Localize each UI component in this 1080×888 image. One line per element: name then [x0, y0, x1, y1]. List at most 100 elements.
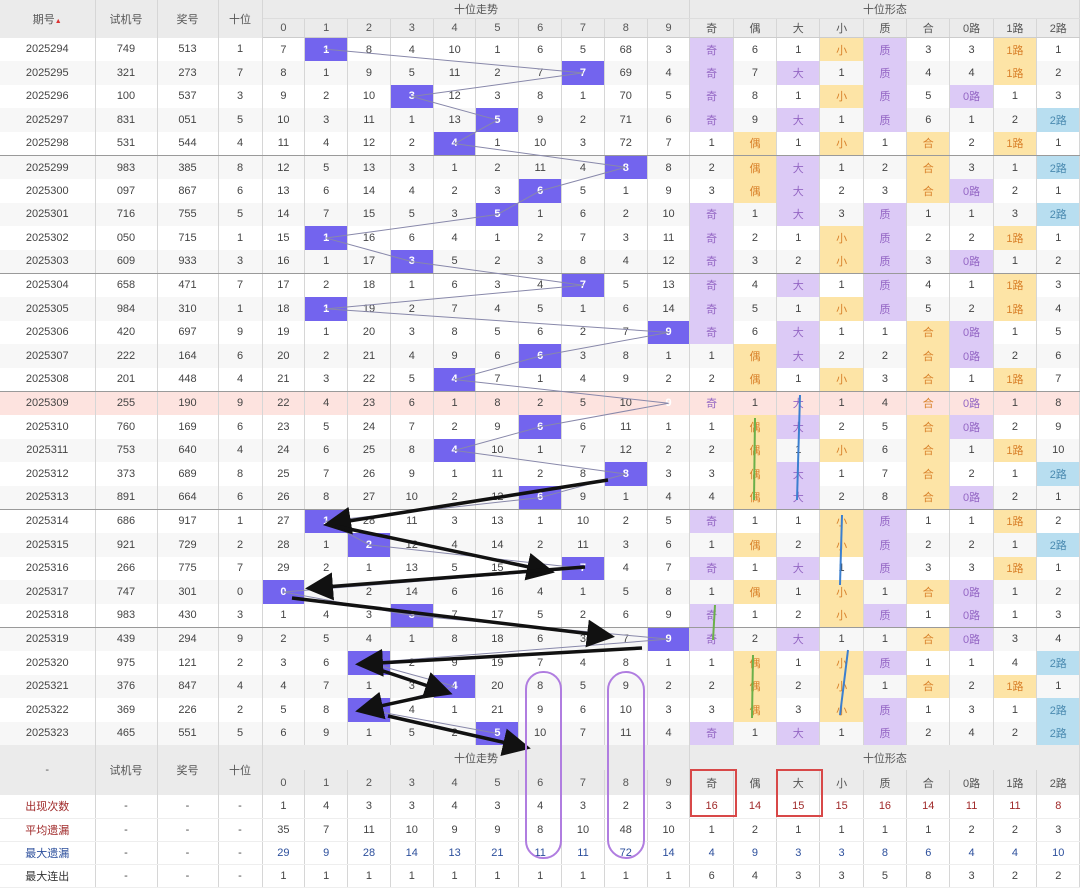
- trend-miss-cell: 10: [604, 698, 648, 722]
- issue-cell: 2025303: [0, 249, 96, 274]
- trend-miss-cell: 5: [390, 202, 434, 227]
- form-miss-cell: 1: [689, 415, 734, 439]
- trend-hit-cell: 9: [647, 627, 691, 651]
- form-miss-cell: 1: [776, 131, 821, 156]
- trend-miss-cell: 5: [390, 721, 434, 746]
- form-tag-cell: 奇: [689, 391, 734, 415]
- stat-form-value: 5: [863, 864, 908, 888]
- form-tag-cell: 大: [776, 462, 821, 486]
- form-miss-cell: 3: [993, 627, 1038, 651]
- stat-trend-value: 10: [647, 818, 691, 842]
- trend-miss-cell: 3: [390, 155, 434, 180]
- trend-miss-cell: 4: [390, 698, 434, 722]
- issue-cell: 2025300: [0, 179, 96, 203]
- prize-number-cell: 933: [157, 249, 219, 274]
- trend-hit-cell: 6: [518, 344, 563, 368]
- table-row: 2025301 716 755 5 14 7 15 5 3 5 1 6 2 10 奇 1 大 3 质 1 1 3 2路: [0, 202, 1080, 227]
- form-tag-cell: 偶: [733, 674, 778, 699]
- form-tag-cell: 质: [863, 509, 908, 533]
- trend-miss-cell: 4: [304, 391, 349, 415]
- form-col-header: 1路: [993, 770, 1038, 795]
- trend-miss-cell: 2: [347, 580, 391, 604]
- trend-miss-cell: 2: [433, 721, 477, 746]
- trend-miss-cell: 23: [347, 391, 391, 415]
- trend-miss-cell: 6: [390, 391, 434, 415]
- stat-form-value: 3: [1036, 818, 1080, 842]
- form-tag-cell: 质: [863, 61, 908, 85]
- form-tag-cell: 合: [906, 131, 951, 156]
- form-miss-cell: 1: [819, 721, 864, 746]
- trend-miss-cell: 5: [561, 179, 605, 203]
- trend-miss-cell: 8: [604, 650, 648, 675]
- form-tag-cell: 质: [863, 698, 908, 722]
- trend-miss-cell: 6: [304, 438, 349, 463]
- tens-cell: 6: [218, 344, 263, 368]
- table-row: 2025312 373 689 8 25 7 26 9 1 11 2 8 8 3 3 偶大 1 7 合 2 1 2路: [0, 462, 1080, 486]
- trend-miss-cell: 72: [604, 131, 648, 156]
- trend-miss-cell: 1: [433, 698, 477, 722]
- form-miss-cell: 5: [906, 297, 951, 321]
- tens-cell: 3: [218, 249, 263, 274]
- trend-hit-cell: 2: [347, 650, 391, 675]
- form-tag-cell: 偶: [733, 438, 778, 463]
- trend-miss-cell: 2: [433, 485, 477, 510]
- trend-miss-cell: 8: [433, 320, 477, 345]
- table-row: 2025316 266 775 7 29 2 1 13 5 15 3 7 4 7 奇 1 大 1 质 3 3 1路 1: [0, 556, 1080, 581]
- trend-miss-cell: 2: [518, 226, 563, 250]
- form-miss-cell: 2: [993, 108, 1038, 132]
- form-tag-cell: 0路: [949, 627, 994, 651]
- form-tag-cell: 小: [819, 603, 864, 628]
- trend-miss-cell: 29: [262, 556, 306, 581]
- stat-trend-value: 72: [604, 841, 648, 866]
- stat-form-value: 8: [863, 841, 908, 866]
- form-miss-cell: 1: [733, 509, 778, 533]
- form-tag-cell: 2路: [1036, 155, 1080, 180]
- trend-digit-header: 9: [647, 18, 691, 38]
- form-miss-cell: 1: [776, 297, 821, 321]
- form-miss-cell: 2: [949, 297, 994, 321]
- form-miss-cell: 5: [733, 297, 778, 321]
- sort-ascending-icon[interactable]: ▲: [54, 17, 62, 25]
- form-miss-cell: 6: [733, 320, 778, 345]
- trend-miss-cell: 14: [647, 297, 691, 321]
- form-miss-cell: 1: [906, 509, 951, 533]
- trend-digit-header: 1: [304, 18, 349, 38]
- prize-number-cell: 121: [157, 650, 219, 675]
- table-row: 2025303 609 933 3 16 1 17 3 5 2 3 8 4 12 奇 3 2 小质 3 0路 1 2: [0, 249, 1080, 274]
- trend-miss-cell: 10: [561, 509, 605, 533]
- form-miss-cell: 5: [1036, 320, 1080, 345]
- form-tag-cell: 大: [776, 273, 821, 298]
- form-miss-cell: 2: [689, 674, 734, 699]
- trend-digit-header: 7: [561, 770, 605, 795]
- trend-miss-cell: 4: [647, 721, 691, 746]
- trend-miss-cell: 5: [390, 367, 434, 392]
- trend-miss-cell: 10: [604, 391, 648, 415]
- table-row: 2025317 747 301 0 0 3 2 14 6 16 4 1 5 8 1 偶 1 小 1 合 0路 1 2: [0, 580, 1080, 604]
- stat-form-value: 2: [1036, 864, 1080, 888]
- trend-miss-cell: 26: [262, 485, 306, 510]
- form-miss-cell: 1: [819, 627, 864, 651]
- trend-miss-cell: 8: [475, 391, 520, 415]
- trend-miss-cell: 1: [518, 509, 563, 533]
- form-miss-cell: 1: [733, 603, 778, 628]
- test-number-cell: 984: [95, 297, 158, 321]
- trend-miss-cell: 19: [475, 650, 520, 675]
- stat-form-value: 15: [776, 795, 821, 819]
- col-header-issue[interactable]: 期号▲: [0, 0, 96, 38]
- stat-form-value: 16: [689, 795, 734, 819]
- form-miss-cell: 1: [689, 131, 734, 156]
- stat-form-value: 4: [689, 841, 734, 866]
- form-miss-cell: 5: [906, 84, 951, 109]
- table-row: 2025299 983 385 8 12 5 13 3 1 2 11 4 8 8 2 偶大 1 2 合 3 1 2路: [0, 155, 1080, 180]
- form-tag-cell: 奇: [689, 202, 734, 227]
- table-row: 2025302 050 715 1 15 1 16 6 4 1 2 7 3 11 奇 2 1 小质 2 2 1路 1: [0, 226, 1080, 250]
- stat-trend-value: 2: [604, 795, 648, 819]
- form-col-header: 质: [863, 770, 908, 795]
- tens-cell: 3: [218, 84, 263, 109]
- form-miss-cell: 4: [863, 391, 908, 415]
- test-number-cell: 983: [95, 603, 158, 628]
- trend-miss-cell: 7: [518, 650, 563, 675]
- stat-form-value: 10: [1036, 841, 1080, 866]
- form-miss-cell: 3: [906, 249, 951, 274]
- test-number-cell: 373: [95, 462, 158, 486]
